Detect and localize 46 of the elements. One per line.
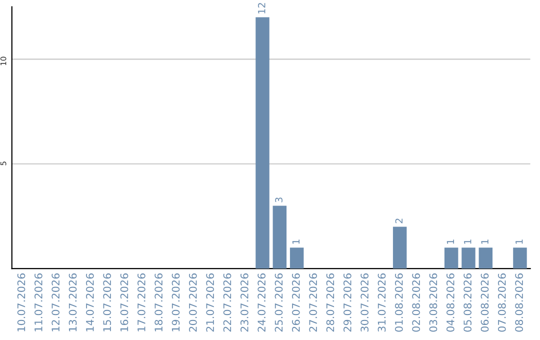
x-tick-label: 04.08.2026	[446, 273, 454, 332]
x-tick-label: 01.08.2026	[394, 273, 403, 332]
x-tick-label: 19.07.2026	[172, 273, 180, 332]
x-tick-label: 28.07.2026	[326, 273, 334, 332]
bar	[290, 248, 304, 269]
x-tick-label: 11.07.2026	[34, 273, 42, 332]
x-tick-label: 06.08.2026	[480, 273, 489, 332]
x-tick-label: 12.07.2026	[52, 273, 60, 332]
x-tick-label: 21.07.2026	[206, 273, 214, 332]
x-tick-label: 22.07.2026	[223, 273, 232, 332]
data-label: 12	[258, 3, 266, 14]
x-tick-label: 07.08.2026	[498, 273, 506, 332]
x-tick-label: 17.07.2026	[137, 273, 146, 332]
x-tick-label: 15.07.2026	[103, 273, 112, 332]
x-tick-label: 26.07.2026	[292, 273, 300, 332]
x-tick-label: 13.07.2026	[68, 273, 77, 332]
bar	[513, 248, 527, 269]
bar	[478, 248, 493, 269]
x-tick-label: 10.07.2026	[17, 273, 26, 332]
data-label: 1	[446, 240, 454, 244]
data-label: 1	[516, 240, 523, 244]
x-tick-label: 20.07.2026	[188, 273, 197, 332]
data-label: 1	[481, 240, 488, 244]
bar	[256, 17, 270, 269]
x-tick-label: 31.07.2026	[378, 273, 386, 332]
data-label: 2	[395, 218, 403, 224]
x-tick-label: 03.08.2026	[429, 273, 438, 332]
x-tick-label: 16.07.2026	[120, 273, 128, 332]
x-tick-label: 27.07.2026	[309, 273, 318, 332]
data-label: 1	[292, 240, 300, 244]
x-tick-label: 05.08.2026	[464, 273, 472, 332]
x-tick-label: 30.07.2026	[360, 273, 369, 332]
data-label: 1	[464, 240, 472, 244]
data-label: 3	[275, 198, 282, 202]
bar	[272, 206, 287, 269]
x-tick-label: 23.07.2026	[240, 273, 248, 332]
x-tick-label: 25.07.2026	[274, 273, 283, 332]
x-tick-label: 14.07.2026	[86, 273, 94, 332]
x-tick-label: 02.08.2026	[412, 273, 420, 332]
bar	[444, 248, 458, 269]
x-tick-label: 29.07.2026	[343, 273, 352, 332]
x-tick-label: 08.08.2026	[515, 273, 524, 332]
bar	[392, 226, 407, 269]
bar	[462, 248, 476, 269]
x-tick-label: 18.07.2026	[154, 273, 163, 332]
x-tick-label: 24.07.2026	[258, 273, 266, 332]
